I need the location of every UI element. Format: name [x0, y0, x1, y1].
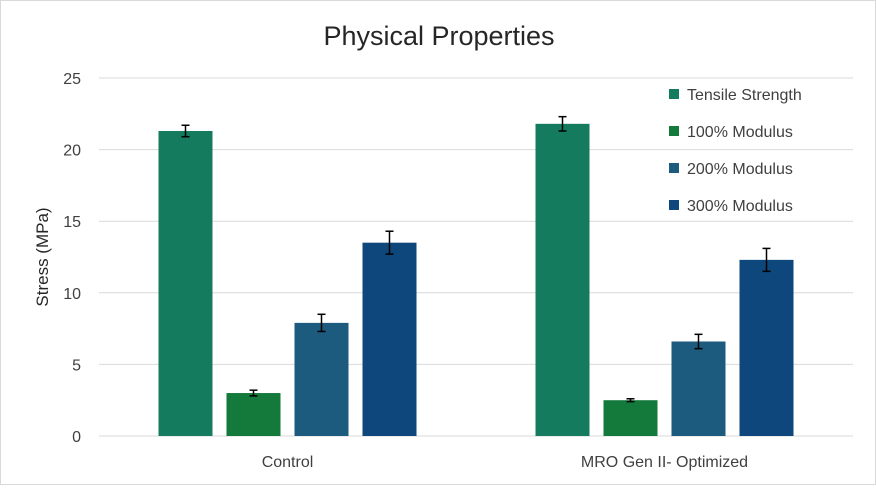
- chart-title: Physical Properties: [323, 21, 554, 51]
- legend-label: 300% Modulus: [687, 198, 793, 215]
- error-bar-0-1: [249, 389, 258, 397]
- legend-item-0: Tensile Strength: [669, 87, 802, 104]
- y-tick-label: 25: [63, 71, 81, 88]
- legend-swatch: [669, 89, 679, 99]
- y-tick-label: 10: [63, 286, 81, 303]
- y-tick-label: 15: [63, 214, 81, 231]
- error-bar-0-2: [317, 313, 326, 333]
- legend-swatch: [669, 126, 679, 136]
- y-axis-ticks: 0 5 10 15 20 25: [63, 71, 81, 446]
- y-axis-label: Stress (MPa): [33, 207, 52, 306]
- bars: [158, 123, 794, 436]
- legend-label: 100% Modulus: [687, 124, 793, 141]
- error-bar-0-0: [181, 124, 190, 138]
- error-bar-1-2: [694, 333, 703, 350]
- x-category-label: MRO Gen II- Optimized: [581, 454, 748, 471]
- legend-item-3: 300% Modulus: [669, 198, 793, 215]
- bar-0-3: [362, 242, 417, 436]
- legend-swatch: [669, 200, 679, 210]
- error-bar-1-1: [626, 398, 635, 403]
- gridlines: [99, 77, 853, 437]
- bar-1-3: [739, 259, 794, 436]
- error-bar-0-3: [385, 230, 394, 255]
- legend-label: Tensile Strength: [687, 87, 802, 104]
- legend-item-2: 200% Modulus: [669, 161, 793, 178]
- bar-0-2: [294, 322, 349, 436]
- legend: Tensile Strength 100% Modulus 200% Modulus…: [669, 87, 802, 215]
- legend-item-1: 100% Modulus: [669, 124, 793, 141]
- legend-swatch: [669, 163, 679, 173]
- bar-0-1: [226, 393, 281, 436]
- bar-0-0: [158, 130, 213, 436]
- y-tick-label: 5: [72, 357, 81, 374]
- bar-1-2: [671, 341, 726, 436]
- error-bars: [181, 115, 771, 403]
- y-tick-label: 20: [63, 143, 81, 160]
- bar-1-0: [535, 123, 590, 436]
- x-axis-categories: Control MRO Gen II- Optimized: [262, 454, 748, 471]
- bar-1-1: [603, 400, 658, 436]
- error-bar-1-0: [558, 115, 567, 132]
- error-bar-1-3: [762, 247, 771, 273]
- legend-label: 200% Modulus: [687, 161, 793, 178]
- y-tick-label: 0: [72, 429, 81, 446]
- x-category-label: Control: [262, 454, 314, 471]
